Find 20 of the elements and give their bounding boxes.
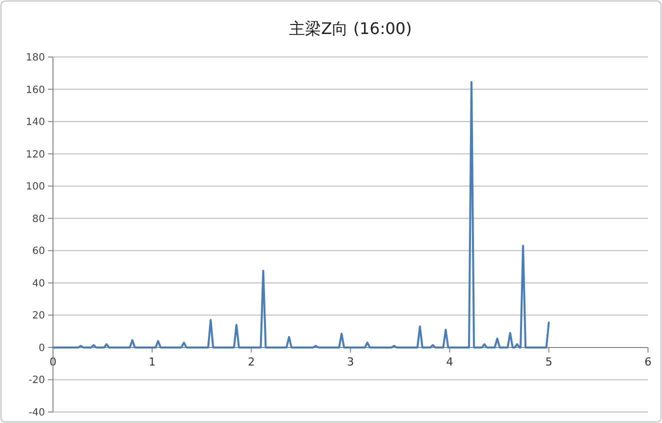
y-tick-label: 20: [32, 310, 45, 322]
y-tick-label: 140: [26, 117, 45, 128]
y-tick-label: 100: [26, 182, 45, 193]
y-tick-label: 40: [32, 278, 45, 290]
x-tick-label: 2: [248, 355, 255, 368]
y-tick-label: 0: [38, 342, 45, 354]
y-tick-label: -40: [28, 408, 45, 418]
y-tick-label: 60: [32, 246, 45, 258]
x-tick-label: 6: [644, 355, 652, 368]
y-tick-label: 80: [32, 214, 45, 225]
x-tick-label: 4: [446, 355, 454, 368]
y-tick-label: 120: [26, 149, 45, 160]
x-tick-label: 3: [347, 355, 354, 368]
y-tick-label: 160: [26, 84, 45, 96]
x-tick-label: 1: [148, 355, 156, 368]
y-tick-label: 180: [26, 52, 45, 64]
chart-title: 主梁Z向 (16:00): [289, 19, 412, 38]
x-tick-label: 5: [545, 355, 552, 368]
line-series: [52, 81, 550, 348]
y-tick-label: -20: [28, 375, 45, 386]
